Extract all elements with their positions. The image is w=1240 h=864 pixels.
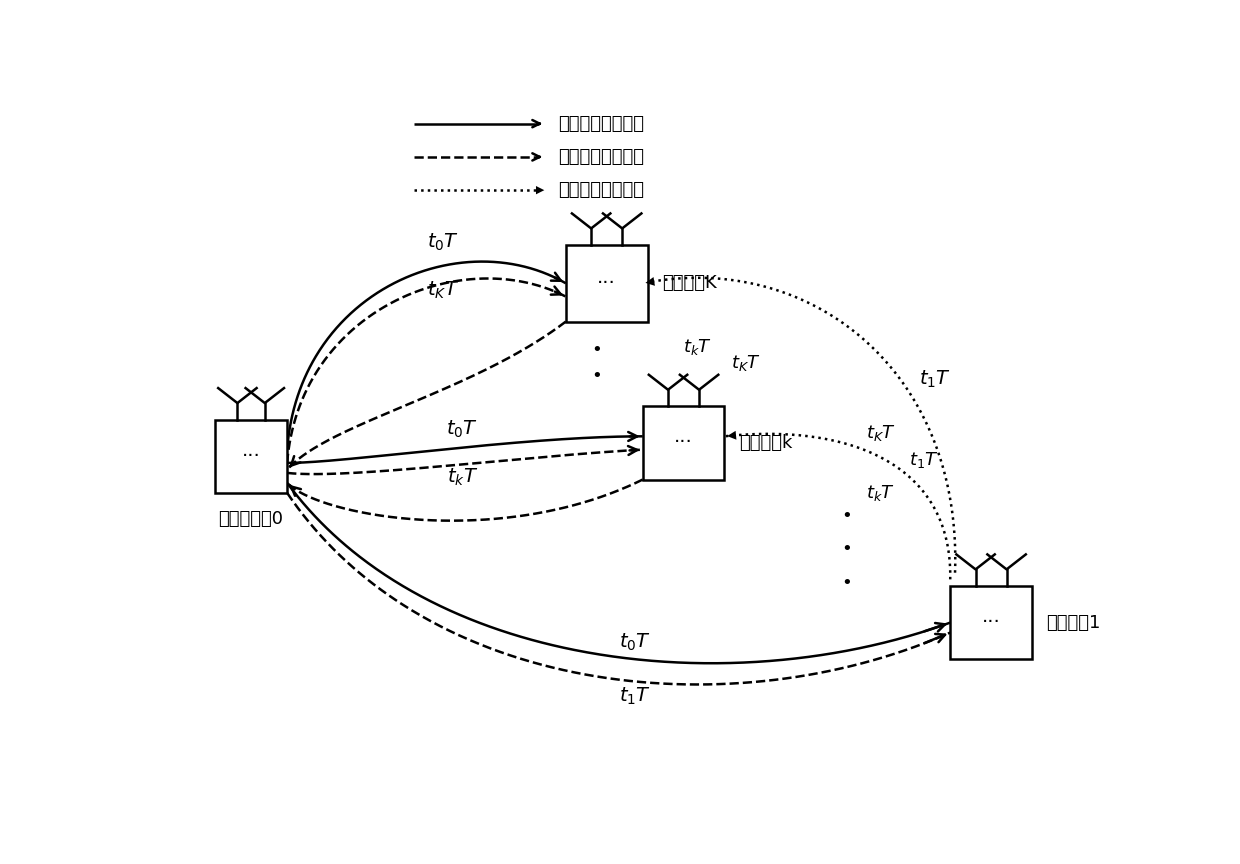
Text: •: • [591, 367, 603, 385]
Text: 下行链路能量采集: 下行链路能量采集 [559, 115, 645, 133]
Text: $t_KT$: $t_KT$ [732, 353, 761, 373]
Text: •: • [842, 507, 852, 525]
Text: 用户节点1: 用户节点1 [1047, 613, 1101, 632]
Text: 用户节点K: 用户节点K [662, 274, 717, 292]
Text: $t_1T$: $t_1T$ [919, 369, 951, 391]
Text: $t_kT$: $t_kT$ [446, 467, 479, 487]
Text: ···: ··· [242, 447, 260, 466]
Text: $t_kT$: $t_kT$ [866, 483, 895, 503]
Text: 上行链路能量采集: 上行链路能量采集 [559, 181, 645, 200]
Bar [215, 420, 288, 492]
Text: $t_0T$: $t_0T$ [428, 232, 459, 253]
Bar [950, 586, 1032, 659]
Text: $t_KT$: $t_KT$ [427, 280, 460, 302]
Text: 综合接入点0: 综合接入点0 [218, 510, 284, 528]
Text: $t_1T$: $t_1T$ [909, 449, 939, 470]
Text: $t_kT$: $t_kT$ [683, 336, 713, 357]
Text: •: • [591, 340, 603, 359]
Text: ···: ··· [598, 274, 616, 293]
Text: 用户节点k: 用户节点k [739, 434, 792, 452]
Text: ···: ··· [982, 613, 1001, 632]
Text: $t_1T$: $t_1T$ [620, 686, 651, 707]
Text: •: • [842, 540, 852, 558]
Text: •: • [842, 574, 852, 592]
Text: $t_KT$: $t_KT$ [866, 423, 897, 443]
Bar [565, 245, 647, 321]
Text: $t_0T$: $t_0T$ [446, 418, 479, 440]
Text: $t_0T$: $t_0T$ [620, 632, 651, 652]
Text: 上行链路信息传输: 上行链路信息传输 [559, 148, 645, 166]
Text: ···: ··· [675, 434, 693, 453]
Bar [642, 406, 724, 480]
